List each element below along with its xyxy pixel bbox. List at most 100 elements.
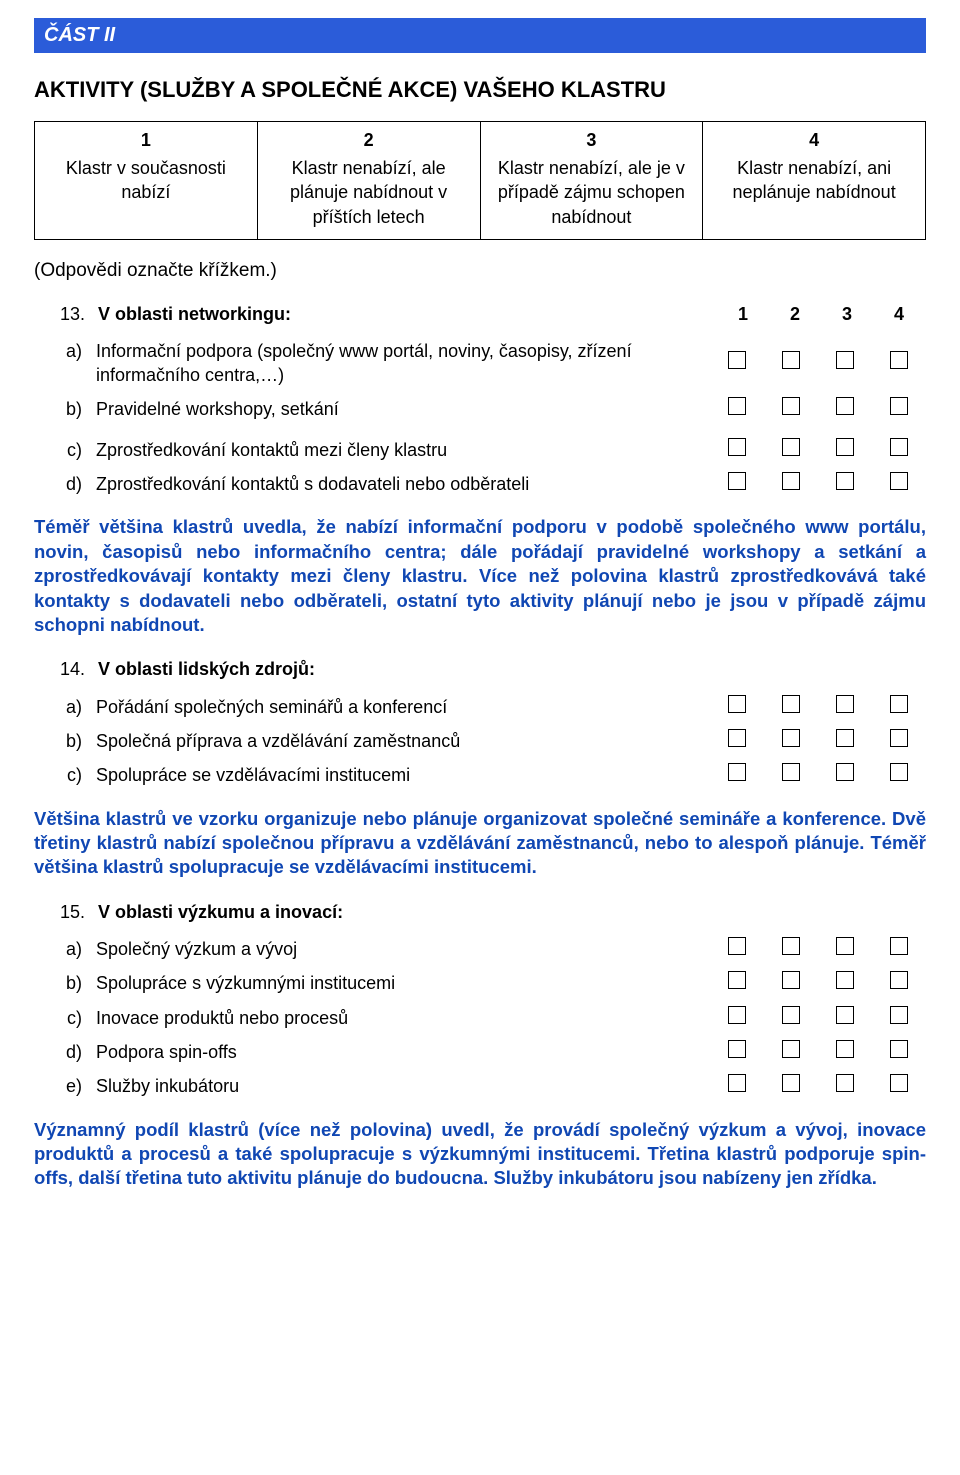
q14-c-text: Spolupráce se vzdělávacími institucemi [92, 758, 710, 792]
q13-b-box-2[interactable] [782, 397, 800, 415]
scale-col-3: 3 Klastr nenabízí, ale je v případě zájm… [480, 121, 703, 239]
q13-row-b: b) Pravidelné workshopy, setkání [34, 392, 926, 426]
scale-hdr-2: 2 [790, 302, 800, 326]
scale-hdr-4: 4 [894, 302, 904, 326]
q15-b-box-2[interactable] [782, 971, 800, 989]
q14-a-letter: a) [34, 690, 92, 724]
q15-b-box-4[interactable] [890, 971, 908, 989]
scale-num-3: 3 [489, 128, 695, 152]
q14-row-a: a) Pořádání společných seminářů a konfer… [34, 690, 926, 724]
q13-d-letter: d) [34, 467, 92, 501]
scale-num-4: 4 [711, 128, 917, 152]
q13-c-text: Zprostředkování kontaktů mezi členy klas… [92, 433, 710, 467]
q14-c-box-4[interactable] [890, 763, 908, 781]
q13-a-letter: a) [34, 334, 92, 393]
q14-c-box-2[interactable] [782, 763, 800, 781]
q15-a-box-4[interactable] [890, 937, 908, 955]
q15-d-letter: d) [34, 1035, 92, 1069]
q15-d-box-3[interactable] [836, 1040, 854, 1058]
q15-c-box-1[interactable] [728, 1006, 746, 1024]
q13-a-box-3[interactable] [836, 351, 854, 369]
q13-b-box-3[interactable] [836, 397, 854, 415]
q13-row-d: d) Zprostředkování kontaktů s dodavateli… [34, 467, 926, 501]
page-title: AKTIVITY (SLUŽBY A SPOLEČNÉ AKCE) VAŠEHO… [34, 75, 926, 105]
q14-c-box-1[interactable] [728, 763, 746, 781]
q13-header: 13. V oblasti networkingu: 1 2 3 4 [60, 302, 926, 326]
q15-d-box-1[interactable] [728, 1040, 746, 1058]
q14-b-box-1[interactable] [728, 729, 746, 747]
q13-d-box-2[interactable] [782, 472, 800, 490]
scale-label-4: Klastr nenabízí, ani neplánuje nabídnout [711, 156, 917, 205]
q13-b-box-1[interactable] [728, 397, 746, 415]
q15-d-text: Podpora spin-offs [92, 1035, 710, 1069]
q14-a-box-2[interactable] [782, 695, 800, 713]
q13-commentary: Téměř většina klastrů uvedla, že nabízí … [34, 515, 926, 637]
q15-commentary: Významný podíl klastrů (více než polovin… [34, 1118, 926, 1191]
q15-d-box-4[interactable] [890, 1040, 908, 1058]
q15-b-box-1[interactable] [728, 971, 746, 989]
q15-row-a: a) Společný výzkum a vývoj [34, 932, 926, 966]
q14-b-letter: b) [34, 724, 92, 758]
q15-a-box-1[interactable] [728, 937, 746, 955]
q13-d-box-4[interactable] [890, 472, 908, 490]
q15-d-box-2[interactable] [782, 1040, 800, 1058]
q14-title: V oblasti lidských zdrojů: [98, 657, 315, 681]
q14-b-box-4[interactable] [890, 729, 908, 747]
question-13: 13. V oblasti networkingu: 1 2 3 4 a) In… [34, 302, 926, 502]
q13-d-box-1[interactable] [728, 472, 746, 490]
q13-d-box-3[interactable] [836, 472, 854, 490]
q14-commentary: Většina klastrů ve vzorku organizuje neb… [34, 807, 926, 880]
q14-a-box-3[interactable] [836, 695, 854, 713]
q13-table: a) Informační podpora (společný www port… [34, 334, 926, 501]
q15-c-letter: c) [34, 1001, 92, 1035]
section-bar: ČÁST II [34, 18, 926, 53]
scale-col-1: 1 Klastr v současnosti nabízí [35, 121, 258, 239]
q13-c-letter: c) [34, 433, 92, 467]
q15-c-text: Inovace produktů nebo procesů [92, 1001, 710, 1035]
q15-a-box-2[interactable] [782, 937, 800, 955]
q15-row-b: b) Spolupráce s výzkumnými institucemi [34, 966, 926, 1000]
q14-a-text: Pořádání společných seminářů a konferenc… [92, 690, 710, 724]
q14-number: 14. [60, 657, 98, 681]
q14-b-box-3[interactable] [836, 729, 854, 747]
q13-c-box-1[interactable] [728, 438, 746, 456]
q15-c-box-2[interactable] [782, 1006, 800, 1024]
q13-row-a: a) Informační podpora (společný www port… [34, 334, 926, 393]
q15-b-letter: b) [34, 966, 92, 1000]
q13-scale-header: 1 2 3 4 [738, 302, 926, 326]
q13-title: V oblasti networkingu: [98, 302, 291, 326]
q14-a-box-4[interactable] [890, 695, 908, 713]
q13-number: 13. [60, 302, 98, 326]
q14-b-text: Společná příprava a vzdělávání zaměstnan… [92, 724, 710, 758]
q13-c-box-4[interactable] [890, 438, 908, 456]
q14-b-box-2[interactable] [782, 729, 800, 747]
q14-c-box-3[interactable] [836, 763, 854, 781]
q13-d-text: Zprostředkování kontaktů s dodavateli ne… [92, 467, 710, 501]
q13-c-box-3[interactable] [836, 438, 854, 456]
scale-label-2: Klastr nenabízí, ale plánuje nabídnout v… [266, 156, 472, 229]
scale-num-2: 2 [266, 128, 472, 152]
q13-a-text: Informační podpora (společný www portál,… [92, 334, 710, 393]
q14-a-box-1[interactable] [728, 695, 746, 713]
q15-row-c: c) Inovace produktů nebo procesů [34, 1001, 926, 1035]
q15-b-box-3[interactable] [836, 971, 854, 989]
scale-label-1: Klastr v současnosti nabízí [43, 156, 249, 205]
q13-c-box-2[interactable] [782, 438, 800, 456]
q13-a-box-1[interactable] [728, 351, 746, 369]
q13-b-box-4[interactable] [890, 397, 908, 415]
q13-a-box-4[interactable] [890, 351, 908, 369]
q15-e-box-1[interactable] [728, 1074, 746, 1092]
q15-e-box-2[interactable] [782, 1074, 800, 1092]
q14-header: 14. V oblasti lidských zdrojů: [60, 657, 926, 681]
q14-row-b: b) Společná příprava a vzdělávání zaměst… [34, 724, 926, 758]
q15-c-box-4[interactable] [890, 1006, 908, 1024]
q15-e-text: Služby inkubátoru [92, 1069, 710, 1103]
q15-a-box-3[interactable] [836, 937, 854, 955]
q15-e-box-4[interactable] [890, 1074, 908, 1092]
q15-c-box-3[interactable] [836, 1006, 854, 1024]
q15-a-letter: a) [34, 932, 92, 966]
scale-hdr-1: 1 [738, 302, 748, 326]
q13-row-c: c) Zprostředkování kontaktů mezi členy k… [34, 433, 926, 467]
q13-a-box-2[interactable] [782, 351, 800, 369]
q15-e-box-3[interactable] [836, 1074, 854, 1092]
